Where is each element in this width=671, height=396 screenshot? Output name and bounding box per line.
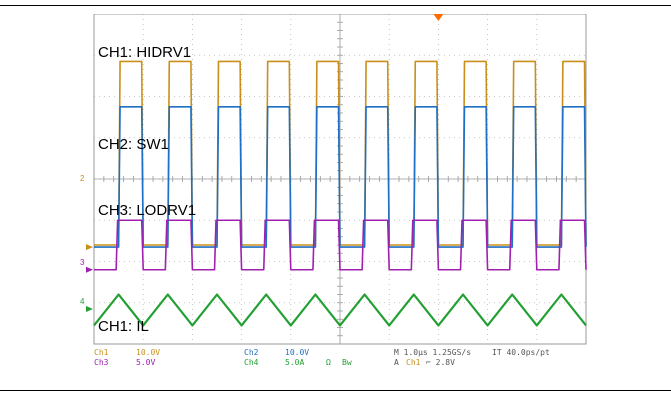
- readout-ch2-name: Ch2: [244, 348, 259, 357]
- ch2-ground-marker: 2: [80, 174, 85, 183]
- readout-ch2-scale: 10.0V: [285, 348, 310, 357]
- ground-marker-arrow: [86, 266, 93, 273]
- top-rule: [0, 5, 671, 6]
- waveform-series-3: [94, 219, 587, 271]
- readout-ch3-name: Ch3: [94, 358, 109, 367]
- ground-marker-arrow: [86, 305, 93, 312]
- ch3-ground-marker: 3: [80, 258, 85, 267]
- readout-trigger-ch: Ch1: [406, 358, 421, 367]
- readout-ch4-name: Ch4: [244, 358, 259, 367]
- readout-bw: Bw: [342, 358, 352, 367]
- readout-ohm: Ω: [326, 358, 331, 367]
- readout-ch4-scale: 5.0A: [285, 358, 305, 367]
- readout-trigger-a: A: [394, 358, 399, 367]
- channel-label-il: CH1: IL: [98, 318, 149, 335]
- bottom-rule: [0, 390, 671, 391]
- readout-ch1-name: Ch1: [94, 348, 109, 357]
- waveform-svg: [86, 13, 587, 345]
- ground-marker-arrow: [86, 244, 93, 251]
- channel-label-hidrv1: CH1: HIDRV1: [98, 44, 192, 61]
- trigger-position-marker: [433, 14, 444, 21]
- ch4-ground-marker: 4: [80, 297, 85, 306]
- readout-ch3-scale: 5.0V: [136, 358, 156, 367]
- readout-interp: IT 40.0ps/pt: [492, 348, 550, 357]
- waveform-series-4: [93, 293, 587, 327]
- oscilloscope-plot: CH1: HIDRV1 CH2: SW1 CH3: LODRV1 CH1: IL…: [80, 13, 596, 372]
- channel-label-lodrv1: CH3: LODRV1: [98, 202, 197, 219]
- readout-trigger-level: ⌐ 2.8V: [426, 358, 455, 367]
- readout-ch1-scale: 10.0V: [136, 348, 161, 357]
- readout-timebase: M 1.0µs 1.25GS/s: [394, 348, 472, 357]
- channel-label-sw1: CH2: SW1: [98, 136, 169, 153]
